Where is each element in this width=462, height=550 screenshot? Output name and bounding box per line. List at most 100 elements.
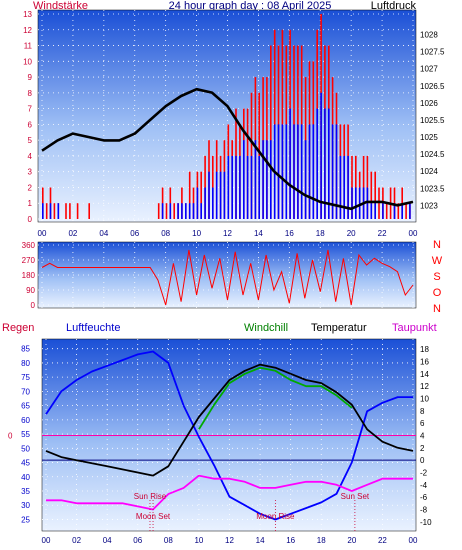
wind-gust-bar: [366, 155, 369, 219]
humidity-tick-label: 75: [21, 373, 30, 382]
event-label-sun-set: Sun Set: [341, 492, 370, 501]
temperature-label: Temperatur: [311, 322, 367, 334]
humidity-tick-label: 40: [21, 473, 30, 482]
pressure-tick-label: 1025.5: [420, 116, 445, 125]
x-tick-label: 08: [164, 536, 173, 545]
x-tick-label: 20: [347, 536, 356, 545]
temperature-tick-label: 4: [420, 432, 425, 441]
x-tick-label: 00: [38, 229, 47, 238]
x-tick-label: 10: [194, 536, 203, 545]
wind-tick-label: 9: [28, 73, 33, 82]
wind-gust-bar: [374, 171, 376, 219]
rain-zero-label: 0: [8, 432, 13, 441]
compass-label: S: [433, 271, 440, 283]
wind-gust-bar: [200, 171, 202, 219]
wind-gust-bar: [378, 187, 380, 219]
wind-average-bar: [304, 140, 307, 219]
wind-average-bar: [185, 203, 187, 219]
wind-average-bar: [358, 187, 361, 219]
wind-average-bar: [258, 155, 260, 219]
x-tick-label: 02: [72, 536, 81, 545]
direction-tick-label: 180: [22, 271, 36, 280]
x-tick-label: 00: [409, 536, 418, 545]
wind-tick-label: 10: [23, 57, 32, 66]
x-tick-label: 04: [99, 229, 108, 238]
temperature-tick-label: -8: [420, 506, 428, 515]
wind-tick-label: 13: [23, 10, 32, 19]
wind-gust-bar: [69, 203, 71, 219]
wind-gust-bar: [370, 171, 373, 219]
wind-gust-bar: [397, 203, 400, 219]
wind-average-bar: [335, 124, 338, 219]
direction-tick-label: 90: [26, 286, 35, 295]
x-tick-label: 10: [192, 229, 201, 238]
wind-average-bar: [196, 187, 199, 219]
temperature-tick-label: 18: [420, 345, 429, 354]
windchill-line: [198, 366, 353, 430]
temperature-tick-label: -10: [420, 518, 432, 527]
wind-average-bar: [177, 203, 179, 219]
temperature-tick-label: -4: [420, 481, 428, 490]
wind-average-bar: [200, 203, 202, 219]
wind-average-bar: [227, 155, 230, 219]
wind-average-bar: [270, 140, 272, 219]
temperature-line: [45, 363, 414, 477]
wind-average-bar: [181, 203, 183, 219]
wind-gust-bar: [351, 155, 353, 219]
x-tick-label: 02: [68, 229, 77, 238]
x-tick-label: 18: [316, 229, 325, 238]
wind-gust-bar: [281, 29, 284, 219]
wind-average-bar: [231, 155, 233, 219]
event-label-sun-rise: Sun Rise: [134, 492, 167, 501]
wind-average-bar: [204, 187, 206, 219]
temperature-tick-label: 10: [420, 395, 429, 404]
x-tick-label: 06: [130, 229, 139, 238]
wind-average-bar: [169, 203, 172, 219]
compass-label: W: [432, 255, 443, 267]
wind-average-bar: [393, 203, 396, 219]
humidity-tick-label: 80: [21, 359, 30, 368]
x-tick-label: 00: [42, 536, 51, 545]
wind-average-bar: [312, 124, 315, 219]
wind-tick-label: 7: [28, 105, 33, 114]
temperature-tick-label: -2: [420, 469, 428, 478]
wind-direction-line: [41, 249, 414, 306]
wind-gust-bar: [270, 45, 272, 219]
wind-average-bar: [293, 124, 295, 219]
humidity-tick-label: 70: [21, 387, 30, 396]
wind-gust-bar: [355, 155, 357, 219]
rain-label: Regen: [2, 322, 34, 334]
humidity-tick-label: 25: [21, 515, 30, 524]
wind-average-bar: [192, 203, 195, 219]
humidity-tick-label: 60: [21, 416, 30, 425]
wind-average-bar: [285, 124, 288, 219]
wind-tick-label: 0: [28, 215, 33, 224]
compass-label: O: [433, 287, 442, 299]
compass-label: N: [433, 239, 441, 251]
x-tick-label: 14: [254, 229, 263, 238]
pressure-tick-label: 1027.5: [420, 48, 445, 57]
wind-average-bar: [49, 203, 52, 219]
wind-average-bar: [281, 124, 284, 219]
wind-gust-bar: [188, 171, 191, 219]
wind-gust-bar: [65, 203, 67, 219]
wind-average-bar: [161, 203, 164, 219]
temperature-tick-label: 16: [420, 358, 429, 367]
wind-average-bar: [57, 203, 60, 219]
wind-average-bar: [223, 171, 226, 219]
pressure-tick-label: 1028: [420, 31, 438, 40]
compass-label: N: [433, 303, 441, 315]
pressure-tick-label: 1025: [420, 133, 438, 142]
wind-average-bar: [370, 203, 373, 219]
x-tick-label: 22: [378, 229, 387, 238]
wind-average-bar: [339, 155, 342, 219]
wind-average-bar: [328, 108, 330, 219]
wind-average-bar: [374, 203, 376, 219]
wind-average-bar: [266, 140, 268, 219]
temperature-tick-label: 12: [420, 382, 429, 391]
event-label-moon-set: Moon Set: [136, 512, 171, 521]
direction-tick-label: 0: [31, 301, 36, 310]
wind-tick-label: 3: [28, 168, 33, 177]
wind-gust-bar: [173, 203, 175, 219]
wind-average-bar: [235, 155, 237, 219]
